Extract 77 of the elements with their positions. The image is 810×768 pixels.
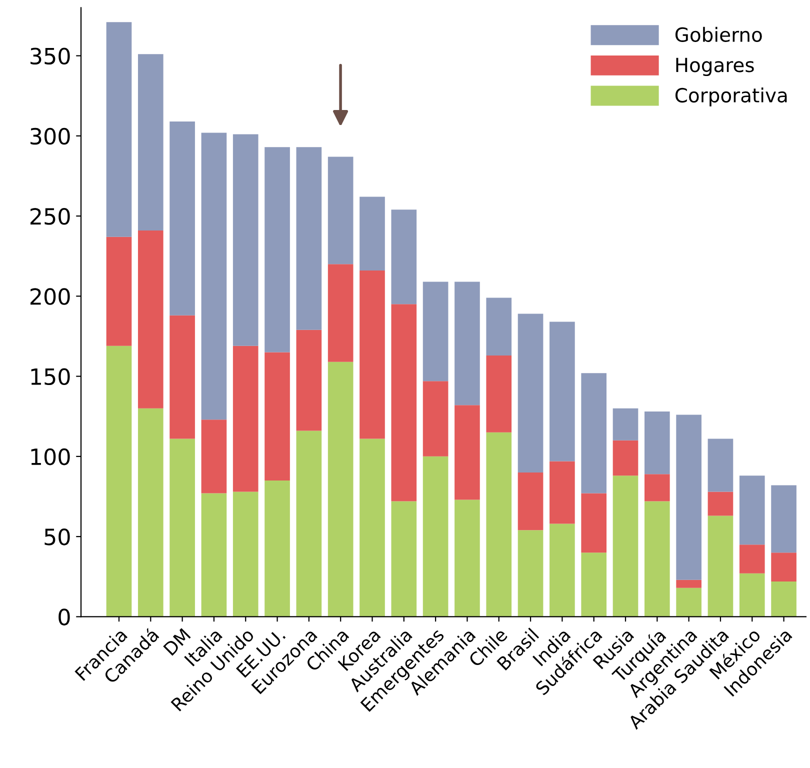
bar xyxy=(454,500,480,617)
bar xyxy=(771,552,796,582)
bar xyxy=(739,476,765,545)
bar xyxy=(264,352,290,480)
bar xyxy=(550,461,575,524)
bar xyxy=(391,501,417,617)
bar xyxy=(360,270,385,439)
bar xyxy=(518,472,544,530)
bar xyxy=(644,412,670,474)
bar xyxy=(170,315,195,439)
y-tick-label: 300 xyxy=(30,128,70,145)
bar xyxy=(264,147,290,352)
bar xyxy=(581,552,607,617)
bar xyxy=(296,147,322,330)
bar xyxy=(739,573,765,617)
bar xyxy=(106,22,132,237)
bar xyxy=(328,362,354,617)
bar xyxy=(612,408,638,440)
bar xyxy=(422,456,448,617)
bar xyxy=(771,581,796,617)
bar xyxy=(232,346,258,492)
y-tick-label: 150 xyxy=(31,368,70,386)
bar xyxy=(708,516,734,617)
bar xyxy=(201,420,227,494)
bar xyxy=(391,304,417,502)
bar xyxy=(296,330,322,431)
bar xyxy=(581,373,607,494)
y-tick-label: 0 xyxy=(58,608,70,626)
bar xyxy=(201,493,227,617)
bar xyxy=(106,236,132,346)
bar xyxy=(138,54,164,230)
bar xyxy=(201,132,227,420)
bar xyxy=(771,485,796,553)
bar xyxy=(518,530,544,617)
bar xyxy=(422,282,448,382)
y-tick-label: 50 xyxy=(44,528,70,546)
legend-label: Corporativa xyxy=(675,88,787,106)
bar xyxy=(264,480,290,617)
bar xyxy=(360,196,385,271)
bar xyxy=(138,230,164,408)
bar xyxy=(138,408,164,617)
bar xyxy=(486,298,512,356)
bar xyxy=(486,355,512,432)
bar xyxy=(486,432,512,617)
y-tick-label: 100 xyxy=(31,448,70,466)
bar xyxy=(739,544,765,574)
legend-label: Gobierno xyxy=(675,26,762,42)
bar xyxy=(296,430,322,617)
bar xyxy=(328,264,354,362)
bar xyxy=(518,314,544,472)
bar xyxy=(676,414,702,580)
bar xyxy=(454,405,480,500)
bar xyxy=(708,438,734,492)
bar xyxy=(676,588,702,617)
bar xyxy=(708,492,734,516)
bar xyxy=(612,440,638,476)
bar xyxy=(676,580,702,588)
bar xyxy=(644,474,670,502)
bar xyxy=(106,346,132,617)
bar xyxy=(360,438,385,617)
y-tick-label: 350 xyxy=(30,48,70,65)
bar xyxy=(232,492,258,617)
bar xyxy=(550,524,575,617)
bar xyxy=(328,156,354,264)
bar xyxy=(170,438,195,617)
bar xyxy=(644,501,670,617)
bar xyxy=(391,210,417,304)
bar xyxy=(581,493,607,553)
y-tick-label: 200 xyxy=(30,288,70,305)
bar xyxy=(170,121,195,316)
bar xyxy=(422,381,448,456)
bar xyxy=(232,134,258,346)
bar xyxy=(612,476,638,617)
legend-label: Hogares xyxy=(676,58,754,76)
bar xyxy=(454,282,480,406)
y-tick-label: 250 xyxy=(30,208,70,225)
bar xyxy=(550,322,575,462)
